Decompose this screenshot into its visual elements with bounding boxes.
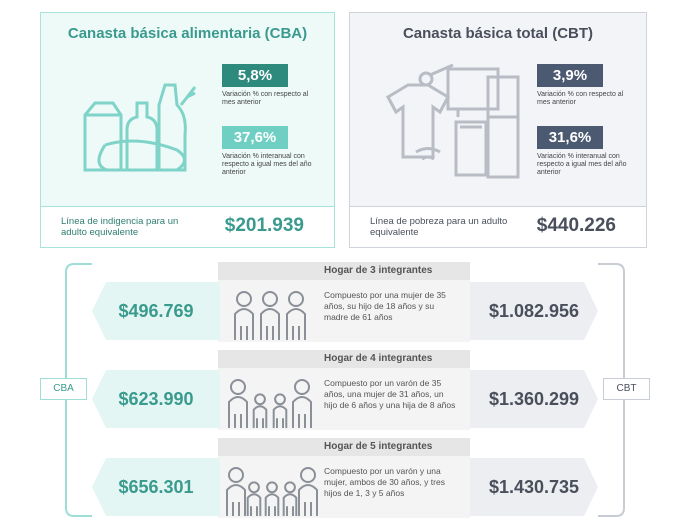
cba-line-value: $201.939 [224,215,304,236]
cbt-title: Canasta básica total (CBT) [402,25,594,42]
cbt-card: Canasta básica total (CBT) 3,9% Variació… [349,12,647,248]
cba-annual-value: 37,6% [222,126,288,149]
cbt-strip: Línea de pobreza para un adulto equivale… [350,206,646,247]
household-body: Compuesto por un varón y una mujer, ambo… [218,456,470,518]
cbt-line-label: Línea de pobreza para un adulto equivale… [370,216,508,238]
cba-strip: Línea de indigencia para un adulto equiv… [41,206,334,247]
cbt-annual-label: Variación % interanual con respecto a ig… [537,153,627,176]
food-icon [83,83,197,172]
cbt-annual-value: 31,6% [537,126,603,149]
household-description: Compuesto por un varón y una mujer, ambo… [324,466,445,498]
cba-card: Canasta básica alimentaria (CBA) 5,8% Va… [40,12,335,248]
cba-side-label: CBA [40,378,87,400]
cba-monthly-value: 5,8% [222,64,288,87]
family-icon [234,291,306,340]
goods-icon [386,63,520,179]
cbt-household-value: $1.360.299 [470,370,598,428]
household-body: Compuesto por un varón de 35 años, una m… [218,368,470,430]
household-body: Compuesto por una mujer de 35 años, su h… [218,280,470,342]
cba-annual-label: Variación % interanual con respecto a ig… [222,153,312,176]
cbt-monthly-label: Variación % con respecto al mes anterior [537,91,624,106]
family-icon [228,379,312,428]
cba-title: Canasta básica alimentaria (CBA) [67,25,308,42]
cbt-side-label: CBT [603,378,650,400]
household-header: Hogar de 5 integrantes [218,438,470,456]
cba-monthly-label: Variación % con respecto al mes anterior [222,91,309,106]
household-header: Hogar de 4 integrantes [218,350,470,368]
household-description: Compuesto por una mujer de 35 años, su h… [324,290,446,322]
cbt-monthly-value: 3,9% [537,64,603,87]
cbt-household-value: $1.430.735 [470,458,598,516]
cba-household-value: $656.301 [92,458,220,516]
household-header: Hogar de 3 integrantes [218,262,470,280]
cba-household-value: $623.990 [92,370,220,428]
cbt-line-value: $440.226 [536,215,616,236]
cbt-household-value: $1.082.956 [470,282,598,340]
family-icon [226,467,318,516]
cba-household-value: $496.769 [92,282,220,340]
household-description: Compuesto por un varón de 35 años, una m… [324,378,456,410]
cba-line-label: Línea de indigencia para un adulto equiv… [61,216,179,238]
